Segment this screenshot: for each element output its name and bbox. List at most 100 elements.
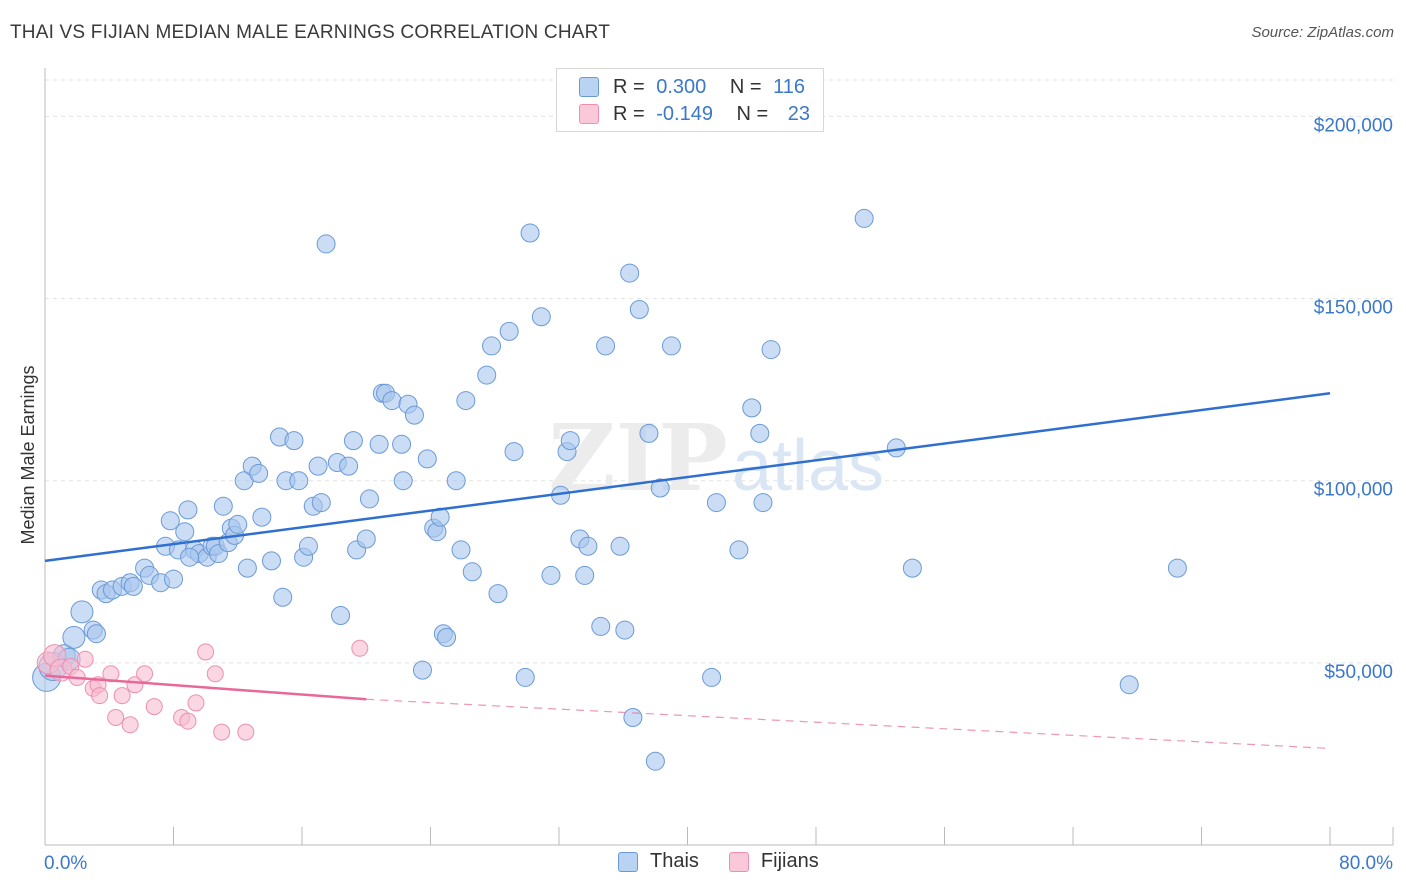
thais-point xyxy=(615,620,635,640)
thais-point xyxy=(541,565,561,585)
thais-point xyxy=(417,449,437,469)
fijians-point xyxy=(113,687,131,705)
thais-point xyxy=(331,606,351,625)
fijians-point xyxy=(197,643,215,661)
thais-point xyxy=(462,562,482,582)
legend-r-value-thais: 0.300 xyxy=(656,75,707,98)
thais-point xyxy=(298,536,318,556)
correlation-legend: R = 0.300 N = 116 R = -0.149 N = 23 xyxy=(556,68,824,132)
series-label-thais: Thais xyxy=(650,850,699,872)
y-axis-label: Median Male Earnings xyxy=(18,365,38,544)
legend-r-label: R = xyxy=(613,102,645,125)
thais-point xyxy=(160,511,180,531)
thais-point xyxy=(249,463,269,483)
thais-point xyxy=(575,565,595,585)
thais-point xyxy=(359,489,379,509)
thais-point xyxy=(596,336,616,356)
series-swatch-thais xyxy=(618,851,638,872)
fijians-point xyxy=(76,650,94,668)
thais-point xyxy=(180,547,200,567)
thais-point xyxy=(311,493,331,513)
thais-point xyxy=(578,536,598,556)
thais-point xyxy=(639,423,659,443)
thais-point xyxy=(1119,675,1139,695)
thais-point xyxy=(178,500,198,520)
series-swatch-fijians xyxy=(728,851,749,872)
thais-point xyxy=(488,584,508,604)
thais-point xyxy=(228,514,248,534)
fijians-point xyxy=(351,639,369,657)
labels-layer: $50,000 $100,000 $150,000 $200,000 0.0% 80.0%… xyxy=(18,115,1393,874)
thais-point xyxy=(750,423,770,443)
thais-point xyxy=(70,600,94,624)
thais-point xyxy=(86,624,106,644)
fijians-point xyxy=(237,723,255,741)
thais-point xyxy=(273,587,293,607)
fijians-point xyxy=(91,687,109,705)
thais-point xyxy=(451,540,471,560)
thais-point xyxy=(382,391,402,411)
thais-point xyxy=(610,536,630,556)
legend-row-thais: R = 0.300 N = 116 xyxy=(579,75,805,99)
thais-point xyxy=(702,667,722,687)
thais-point xyxy=(515,667,535,687)
legend-row-fijians: R = -0.149 N = 23 xyxy=(579,102,810,126)
series-legend-thais[interactable]: Thais xyxy=(618,850,699,873)
fijians-point xyxy=(145,698,163,716)
thais-point xyxy=(477,365,497,385)
fijians-point xyxy=(102,665,120,683)
thais-point xyxy=(499,321,519,341)
fijians-point xyxy=(206,665,224,683)
fijians-point xyxy=(213,723,231,741)
fijians-trend-extension xyxy=(366,698,1331,750)
thais-point xyxy=(620,263,640,283)
legend-n-value-fijians: 23 xyxy=(787,102,811,125)
fijians-point xyxy=(136,665,154,683)
chart-title: THAI VS FIJIAN MEDIAN MALE EARNINGS CORR… xyxy=(10,22,611,43)
thais-point xyxy=(761,340,781,360)
legend-swatch-fijians xyxy=(579,104,599,124)
thais-point xyxy=(531,307,551,327)
fijians-point xyxy=(179,712,197,730)
thais-point xyxy=(629,300,649,319)
thais-point xyxy=(175,522,195,542)
thais-point xyxy=(1167,558,1187,578)
thais-point xyxy=(404,405,424,425)
x-tick-label-max: 80.0% xyxy=(1339,853,1393,874)
thais-point xyxy=(706,493,726,513)
thais-point xyxy=(261,551,281,571)
thais-point xyxy=(729,540,749,560)
thais-point xyxy=(289,471,309,491)
legend-r-label: R = xyxy=(613,75,645,98)
legend-swatch-thais xyxy=(579,77,599,97)
thais-point xyxy=(412,660,432,680)
x-tick-label-min: 0.0% xyxy=(44,853,87,874)
thais-point xyxy=(661,336,681,356)
thais-point xyxy=(504,442,524,462)
thais-point xyxy=(308,456,328,476)
thais-point xyxy=(356,529,376,549)
thais-trend-line xyxy=(44,392,1331,563)
y-tick-label: $50,000 xyxy=(1324,662,1393,683)
thais-point xyxy=(237,558,257,578)
thais-point xyxy=(591,616,611,636)
fijians-point xyxy=(121,716,139,734)
fijians-trend-line xyxy=(44,674,367,701)
thais-point xyxy=(164,569,183,589)
fijians-point xyxy=(187,694,205,712)
fijians-point xyxy=(107,709,125,726)
series-label-fijians: Fijians xyxy=(760,850,819,872)
watermark-zip: ZIP xyxy=(548,404,727,512)
legend-n-value-thais: 116 xyxy=(773,75,806,98)
series-legend: Thais Fijians xyxy=(618,850,849,873)
points-layer xyxy=(32,208,1187,771)
thais-point xyxy=(623,708,643,727)
thais-point xyxy=(284,431,304,451)
series-legend-fijians[interactable]: Fijians xyxy=(728,850,819,873)
thais-point xyxy=(339,456,359,476)
thais-point xyxy=(252,507,272,527)
y-tick-label: $150,000 xyxy=(1314,298,1393,319)
legend-n-label: N = xyxy=(729,75,762,98)
thais-point xyxy=(742,398,762,418)
